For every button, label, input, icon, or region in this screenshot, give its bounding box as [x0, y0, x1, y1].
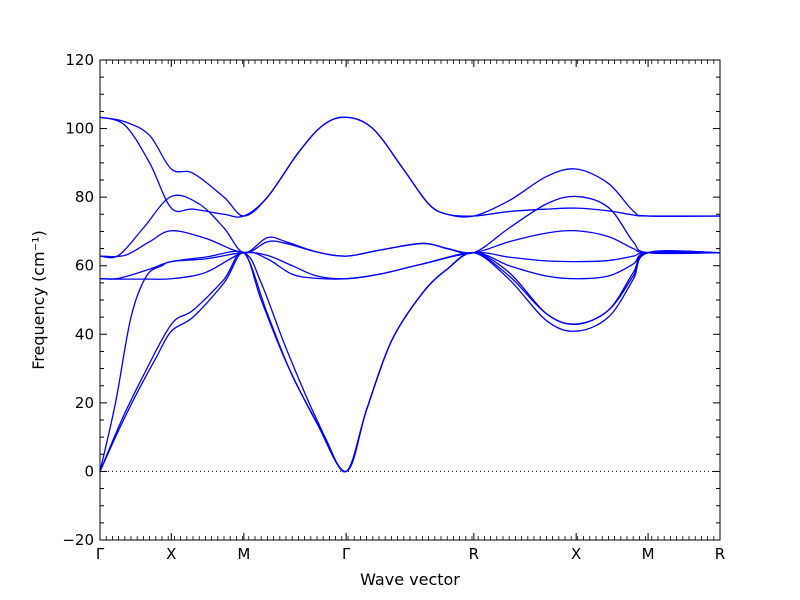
- x-tick-label: R: [715, 545, 725, 563]
- y-tick-label: 40: [75, 325, 94, 343]
- x-tick-label: M: [237, 545, 250, 563]
- x-tick-label: R: [469, 545, 479, 563]
- branch-line-4: [99, 229, 721, 258]
- branch-line-1: [99, 116, 721, 218]
- y-tick-label: 60: [75, 257, 94, 275]
- x-tick-label: X: [166, 545, 176, 563]
- y-tick-label: 120: [65, 51, 94, 69]
- y-tick-label: 20: [75, 394, 94, 412]
- x-tick-label: Γ: [96, 545, 105, 563]
- plot-frame: [99, 59, 721, 541]
- branch-line-6: [99, 251, 721, 280]
- y-tick-label: 100: [65, 120, 94, 138]
- x-tick-label: Γ: [342, 545, 351, 563]
- branch-line-9: [99, 250, 721, 473]
- x-tick-label: X: [571, 545, 581, 563]
- y-tick-label: −20: [62, 531, 94, 549]
- x-tick-label: M: [642, 545, 655, 563]
- tick-layer: −20 0 20 40 60 80 100 120 Γ X M Γ R X M R: [62, 51, 725, 563]
- y-tick-label: 0: [84, 462, 94, 480]
- y-tick-label: 80: [75, 188, 94, 206]
- y-axis-label: Frequency (cm⁻¹): [29, 230, 48, 369]
- branch-line-7: [99, 250, 721, 473]
- series-layer: [99, 116, 721, 473]
- x-axis-label: Wave vector: [360, 570, 460, 589]
- branch-line-2: [99, 116, 721, 218]
